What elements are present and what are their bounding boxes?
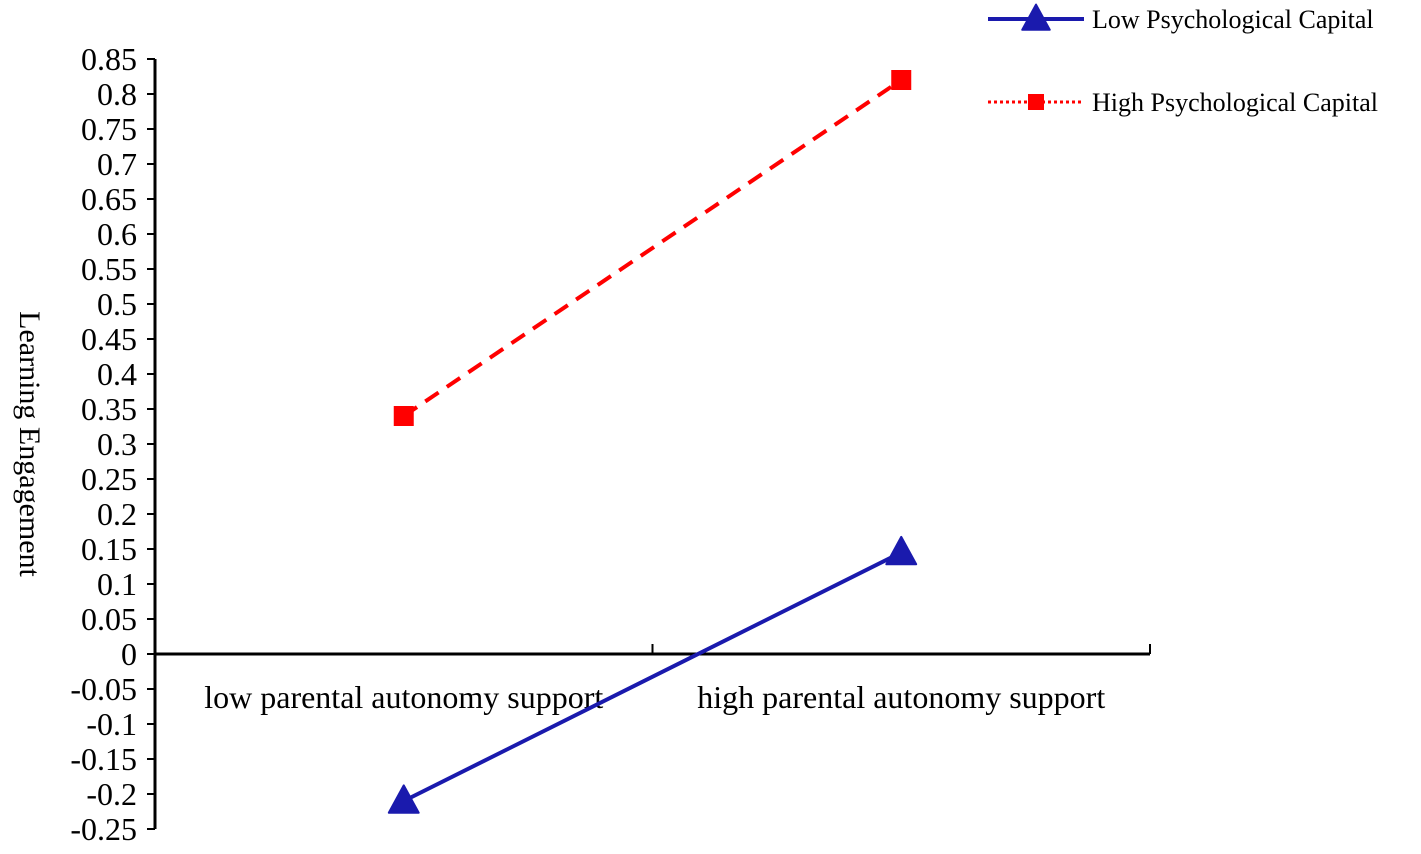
x-axis: low parental autonomy support high parent…: [155, 644, 1151, 715]
legend-item: Low Psychological Capital: [988, 3, 1374, 34]
y-tick-label: 0.75: [81, 111, 137, 147]
y-tick-label: 0.45: [81, 321, 137, 357]
x-category-label: low parental autonomy support: [204, 679, 603, 715]
y-tick-label: 0.05: [81, 601, 137, 637]
y-tick-label: 0.4: [97, 356, 137, 392]
series-line: [402, 550, 903, 803]
y-tick-label: 0.55: [81, 251, 137, 287]
y-tick-label: 0.3: [97, 426, 137, 462]
series-1: [393, 70, 912, 426]
y-tick-label: 0.7: [97, 146, 137, 182]
y-tick-label: 0.2: [97, 496, 137, 532]
legend-marker: [1021, 3, 1051, 31]
y-tick-label: 0.65: [81, 181, 137, 217]
y-axis: 0.850.80.750.70.650.60.550.50.450.40.350…: [70, 41, 157, 847]
y-tick-label: -0.05: [70, 671, 137, 707]
series: [387, 70, 918, 814]
legend-item: High Psychological Capital: [988, 88, 1378, 117]
y-tick-label: 0.15: [81, 531, 137, 567]
y-tick-label: 0.6: [97, 216, 137, 252]
y-tick-label: 0.35: [81, 391, 137, 427]
legend-label: Low Psychological Capital: [1092, 5, 1374, 34]
data-point: [387, 784, 420, 814]
data-point: [891, 70, 912, 90]
y-tick-label: 0.1: [97, 566, 137, 602]
y-tick-label: -0.2: [86, 776, 137, 812]
x-category-label: high parental autonomy support: [697, 679, 1105, 715]
legend: Low Psychological Capital High Psychologi…: [988, 3, 1378, 117]
y-tick-label: 0: [121, 636, 137, 672]
y-tick-label: -0.15: [70, 741, 137, 777]
y-tick-label: 0.85: [81, 41, 137, 77]
y-tick-label: -0.25: [70, 811, 137, 847]
y-tick-label: 0.5: [97, 286, 137, 322]
data-point: [885, 535, 918, 566]
y-tick-label: 0.25: [81, 461, 137, 497]
y-tick-label: 0.8: [97, 76, 137, 112]
series-line: [402, 78, 903, 418]
y-axis-label: Learning Engagement: [13, 311, 46, 577]
data-point: [393, 406, 414, 426]
y-tick-label: -0.1: [86, 706, 137, 742]
series-0: [387, 535, 918, 814]
legend-label: High Psychological Capital: [1092, 88, 1378, 117]
legend-marker: [1028, 94, 1044, 110]
